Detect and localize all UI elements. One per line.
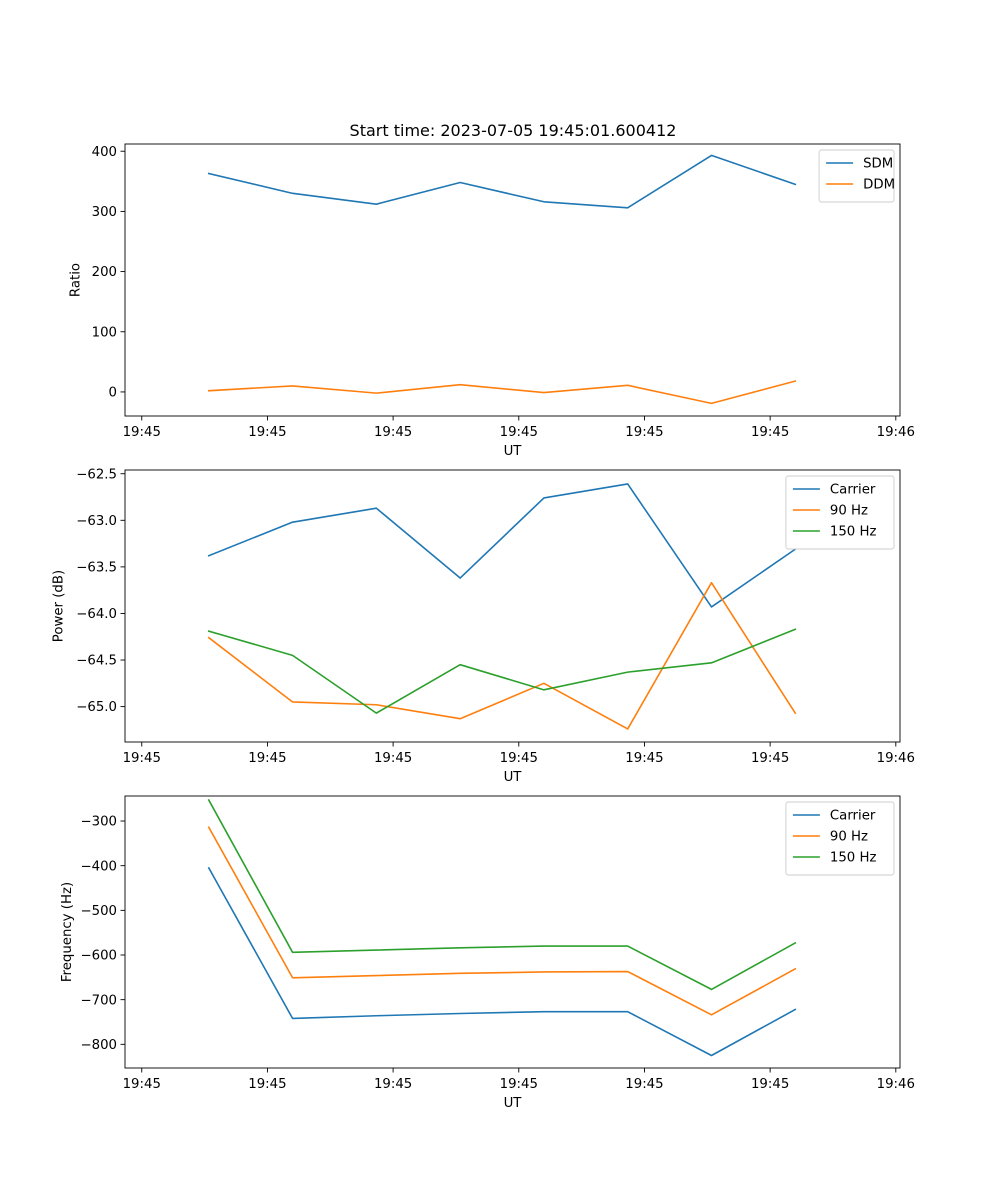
x-tick-label: 19:46 bbox=[877, 751, 915, 766]
x-tick-label: 19:45 bbox=[500, 751, 538, 766]
series-line-90-hz bbox=[207, 581, 797, 730]
x-tick-label: 19:45 bbox=[500, 425, 538, 440]
legend: SDM DDM bbox=[818, 149, 895, 203]
y-tick-label: −64.5 bbox=[76, 654, 117, 669]
legend: Carrier 90 Hz 150 Hz bbox=[785, 475, 895, 550]
y-axis-label: Power (dB) bbox=[52, 570, 67, 642]
y-tick-label: 0 bbox=[109, 386, 117, 401]
axes-frame bbox=[124, 143, 901, 417]
x-tick-label: 19:45 bbox=[123, 425, 161, 440]
x-tick-label: 19:45 bbox=[625, 1077, 663, 1092]
axes-frame bbox=[124, 469, 901, 743]
x-tick-label: 19:45 bbox=[248, 1077, 286, 1092]
y-tick-label: 400 bbox=[92, 145, 117, 160]
plot-area bbox=[125, 796, 900, 1068]
x-tick-label: 19:45 bbox=[248, 751, 286, 766]
y-tick-label: −64.0 bbox=[76, 607, 117, 622]
chart-2: 19:45 19:45 19:45 19:45 19:45 19:45 19:46 −65.0… bbox=[52, 467, 915, 785]
x-axis-label: UT bbox=[504, 770, 523, 785]
x-tick-label: 19:45 bbox=[751, 425, 789, 440]
series-line-150-hz bbox=[207, 628, 797, 714]
y-axis-label: Frequency (Hz) bbox=[60, 882, 75, 982]
axes-frame bbox=[124, 795, 901, 1069]
series-line-carrier bbox=[207, 483, 797, 608]
chart-3: 19:45 19:45 19:45 19:45 19:45 19:45 19:46 −800 −… bbox=[60, 795, 915, 1111]
x-tick-label: 19:45 bbox=[500, 1077, 538, 1092]
series-line-150-hz bbox=[207, 798, 797, 991]
series-line-ddm bbox=[207, 380, 797, 405]
x-tick-label: 19:45 bbox=[751, 1077, 789, 1092]
y-tick-label: −63.0 bbox=[76, 514, 117, 529]
figure-title: Start time: 2023-07-05 19:45:01.600412 bbox=[350, 121, 677, 140]
y-tick-label: −62.5 bbox=[76, 467, 117, 482]
x-tick-label: 19:45 bbox=[625, 425, 663, 440]
x-tick-label: 19:45 bbox=[248, 425, 286, 440]
legend-label: 90 Hz bbox=[830, 504, 868, 519]
y-tick-label: −500 bbox=[80, 904, 117, 919]
y-tick-label: 300 bbox=[92, 205, 117, 220]
legend-label: 150 Hz bbox=[830, 525, 877, 540]
x-axis-label: UT bbox=[504, 1096, 523, 1111]
legend-label: 90 Hz bbox=[830, 830, 868, 845]
y-tick-label: 200 bbox=[92, 265, 117, 280]
y-tick-label: −400 bbox=[80, 859, 117, 874]
x-tick-label: 19:45 bbox=[374, 425, 412, 440]
x-tick-label: 19:46 bbox=[877, 425, 915, 440]
x-tick-label: 19:45 bbox=[751, 751, 789, 766]
y-tick-label: −800 bbox=[80, 1038, 117, 1053]
y-tick-label: 100 bbox=[92, 325, 117, 340]
legend-label: 150 Hz bbox=[830, 851, 877, 866]
x-tick-label: 19:45 bbox=[123, 1077, 161, 1092]
plot-area bbox=[125, 470, 900, 742]
x-tick-label: 19:46 bbox=[877, 1077, 915, 1092]
y-axis-label: Ratio bbox=[69, 263, 84, 297]
x-tick-label: 19:45 bbox=[123, 751, 161, 766]
y-tick-label: −65.0 bbox=[76, 700, 117, 715]
x-tick-label: 19:45 bbox=[625, 751, 663, 766]
legend-label: SDM bbox=[863, 157, 893, 172]
y-tick-label: −700 bbox=[80, 993, 117, 1008]
legend-label: Carrier bbox=[830, 809, 876, 824]
x-tick-label: 19:45 bbox=[374, 751, 412, 766]
x-axis-label: UT bbox=[504, 444, 523, 459]
y-tick-label: −300 bbox=[80, 815, 117, 830]
series-line-90-hz bbox=[207, 826, 797, 1016]
x-tick-label: 19:45 bbox=[374, 1077, 412, 1092]
y-tick-label: −63.5 bbox=[76, 560, 117, 575]
legend: Carrier 90 Hz 150 Hz bbox=[785, 801, 895, 876]
legend-label: Carrier bbox=[830, 483, 876, 498]
y-tick-label: −600 bbox=[80, 949, 117, 964]
series-line-sdm bbox=[207, 154, 797, 209]
series-line-carrier bbox=[207, 866, 797, 1057]
plot-area bbox=[125, 144, 900, 416]
legend-label: DDM bbox=[863, 178, 895, 193]
chart-1: 19:45 19:45 19:45 19:45 19:45 19:45 19:46 0 100 2… bbox=[69, 143, 915, 459]
